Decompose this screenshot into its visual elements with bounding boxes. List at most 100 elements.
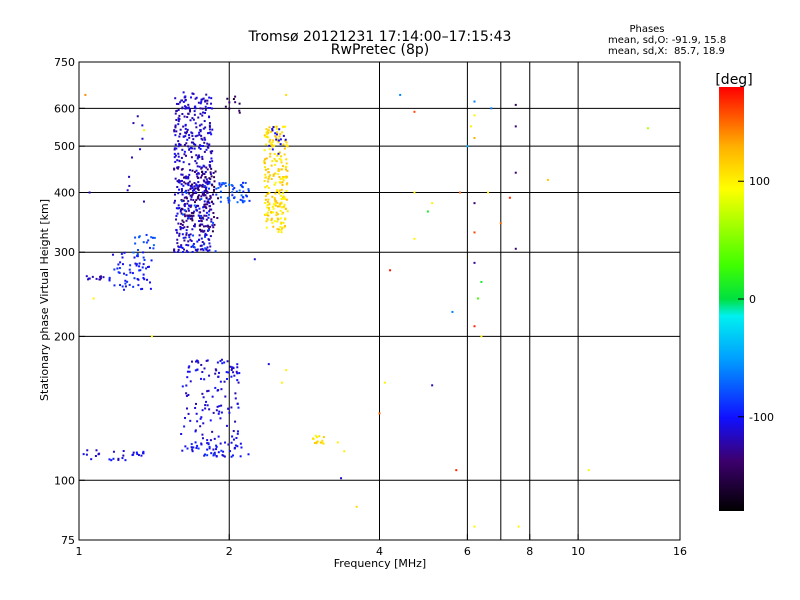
echo-point [121, 263, 124, 266]
echo-point [213, 216, 216, 219]
echo-point [186, 376, 189, 379]
echo-point [200, 377, 203, 380]
echo-point [173, 152, 176, 155]
echo-point [201, 437, 204, 440]
echo-point [182, 100, 185, 103]
echo-point [514, 247, 517, 250]
echo-point [219, 417, 222, 420]
echo-point [200, 197, 203, 200]
echo-point [175, 118, 178, 121]
echo-point [199, 102, 202, 105]
echo-point [179, 208, 182, 211]
echo-point [142, 276, 145, 279]
echo-point [142, 200, 145, 203]
echo-point [284, 224, 287, 227]
echo-point [267, 171, 270, 174]
echo-point [209, 235, 212, 238]
echo-point [232, 371, 235, 374]
echo-point [200, 416, 203, 419]
echo-point [232, 197, 235, 200]
echo-point [285, 175, 288, 178]
echo-point [490, 107, 493, 110]
echo-point [264, 135, 267, 138]
echo-point [183, 239, 186, 242]
echo-point [86, 449, 89, 452]
echo-point [82, 453, 85, 456]
echo-point [204, 194, 207, 197]
echo-point [190, 239, 193, 242]
echo-point [223, 380, 226, 383]
echo-point [218, 405, 221, 408]
echo-point [277, 168, 280, 171]
echo-point [183, 248, 186, 251]
echo-point [225, 424, 228, 427]
echo-point [200, 123, 203, 126]
echo-point [204, 138, 207, 141]
echo-point [184, 135, 187, 138]
echo-point [220, 358, 223, 361]
echo-point [188, 108, 191, 111]
echo-point [141, 287, 144, 290]
echo-point [273, 183, 276, 186]
echo-point [183, 209, 186, 212]
echo-point [210, 133, 213, 136]
echo-point [265, 157, 268, 160]
echo-point [117, 263, 120, 266]
echo-point [188, 134, 191, 137]
y-tick-label: 600 [54, 102, 75, 115]
echo-point [185, 232, 188, 235]
echo-point [264, 213, 267, 216]
echo-point [191, 92, 194, 95]
echo-point [192, 138, 195, 141]
echo-point [192, 92, 195, 95]
echo-point [185, 233, 188, 236]
echo-point [232, 438, 235, 441]
echo-point [278, 191, 281, 194]
echo-point [189, 119, 192, 122]
echo-point [222, 454, 225, 457]
echo-point [185, 243, 188, 246]
echo-point [143, 259, 146, 262]
echo-point [222, 450, 225, 453]
echo-point [200, 176, 203, 179]
echo-point [192, 214, 195, 217]
echo-point [232, 454, 235, 457]
echo-point [200, 443, 203, 446]
echo-point [98, 278, 101, 281]
echo-point [190, 245, 193, 248]
echo-point [182, 221, 185, 224]
echo-point [174, 112, 177, 115]
echo-point [265, 213, 268, 216]
echo-point [117, 457, 120, 460]
echo-point [205, 359, 208, 362]
echo-point [193, 204, 196, 207]
y-tick-label: 75 [61, 534, 75, 547]
echo-point [278, 128, 281, 131]
echo-point [186, 251, 189, 254]
echo-point [271, 141, 274, 144]
echo-point [267, 214, 270, 217]
echo-point [279, 133, 282, 136]
echo-point [186, 214, 189, 217]
grid-lines [79, 62, 680, 540]
echo-point [277, 139, 280, 142]
echo-point [383, 381, 386, 384]
echo-point [139, 148, 142, 151]
echo-point [207, 228, 210, 231]
echo-point [266, 185, 269, 188]
echo-point [137, 249, 140, 252]
echo-point [234, 420, 237, 423]
echo-point [202, 164, 205, 167]
echo-point [175, 207, 178, 210]
echo-point [129, 271, 132, 274]
echo-point [278, 180, 281, 183]
echo-point [232, 367, 235, 370]
echo-point [212, 411, 215, 414]
echo-point [281, 165, 284, 168]
echo-point [267, 198, 270, 201]
echo-point [281, 183, 284, 186]
echo-point [185, 132, 188, 135]
echo-point [186, 107, 189, 110]
echo-point [200, 244, 203, 247]
echo-point [200, 363, 203, 366]
